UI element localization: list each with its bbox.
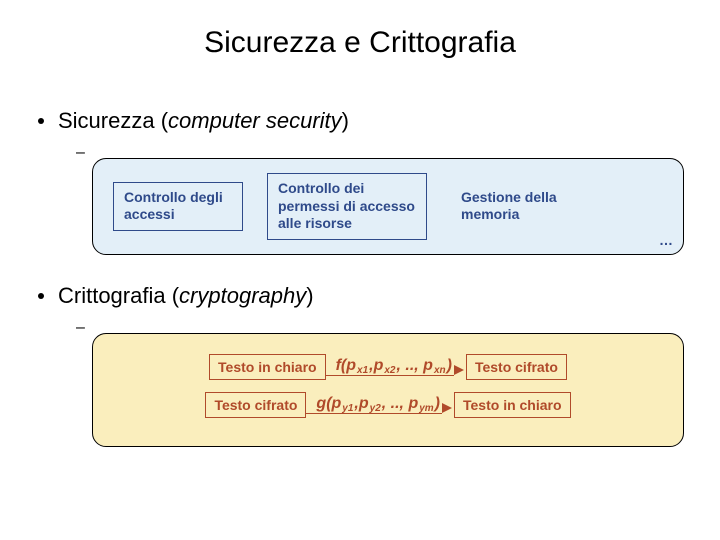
g-sep1: ,p bbox=[354, 395, 368, 413]
box-memory: Gestione della memoria bbox=[451, 183, 611, 230]
g-sub2: y2 bbox=[369, 403, 382, 414]
g-subn: ym bbox=[418, 403, 434, 414]
box-plaintext-1: Testo in chiaro bbox=[209, 354, 326, 380]
security-label-close: ) bbox=[342, 108, 349, 133]
security-panel: Controllo degli accessi Controllo dei pe… bbox=[92, 158, 684, 255]
box-ciphertext-1: Testo cifrato bbox=[466, 354, 567, 380]
arrow-icon bbox=[454, 365, 464, 375]
f-sub1: x1 bbox=[356, 365, 369, 376]
g-name: g(p bbox=[316, 395, 341, 413]
ellipsis: … bbox=[659, 232, 673, 248]
box-plaintext-2: Testo in chiaro bbox=[454, 392, 571, 418]
g-close: ) bbox=[435, 395, 440, 413]
func-f: f(px1,px2, .., pxn) bbox=[326, 357, 454, 376]
box-access-control: Controllo degli accessi bbox=[113, 182, 243, 231]
row-encrypt: Testo in chiaro f(px1,px2, .., pxn) Test… bbox=[109, 354, 667, 380]
crypto-label-italic: cryptography bbox=[179, 283, 306, 308]
f-subn: xn bbox=[433, 365, 447, 376]
security-label-plain: Sicurezza ( bbox=[58, 108, 168, 133]
f-sep1: ,p bbox=[369, 357, 383, 375]
g-sub1: y1 bbox=[341, 403, 354, 414]
f-close: ) bbox=[447, 357, 452, 375]
security-label-italic: computer security bbox=[168, 108, 342, 133]
slide-title: Sicurezza e Crittografia bbox=[32, 26, 688, 60]
box-ciphertext-2: Testo cifrato bbox=[205, 392, 306, 418]
crypto-label-plain: Crittografia ( bbox=[58, 283, 179, 308]
bullet-dot bbox=[38, 118, 44, 124]
box-permissions: Controllo dei permessi di accesso alle r… bbox=[267, 173, 427, 240]
f-sub2: x2 bbox=[383, 365, 396, 376]
func-g: g(py1,py2, .., pym) bbox=[306, 395, 442, 414]
f-name: f(p bbox=[336, 357, 356, 375]
crypto-panel: Testo in chiaro f(px1,px2, .., pxn) Test… bbox=[92, 333, 684, 447]
f-mid: , .., p bbox=[397, 357, 433, 375]
bullet-dot bbox=[38, 293, 44, 299]
arrow-icon bbox=[442, 403, 452, 413]
bullet-crypto: Crittografia (cryptography) bbox=[38, 283, 688, 309]
row-decrypt: Testo cifrato g(py1,py2, .., pym) Testo … bbox=[109, 392, 667, 418]
bullet-security: Sicurezza (computer security) bbox=[38, 108, 688, 134]
g-mid: , .., p bbox=[382, 395, 418, 413]
crypto-label-close: ) bbox=[306, 283, 313, 308]
